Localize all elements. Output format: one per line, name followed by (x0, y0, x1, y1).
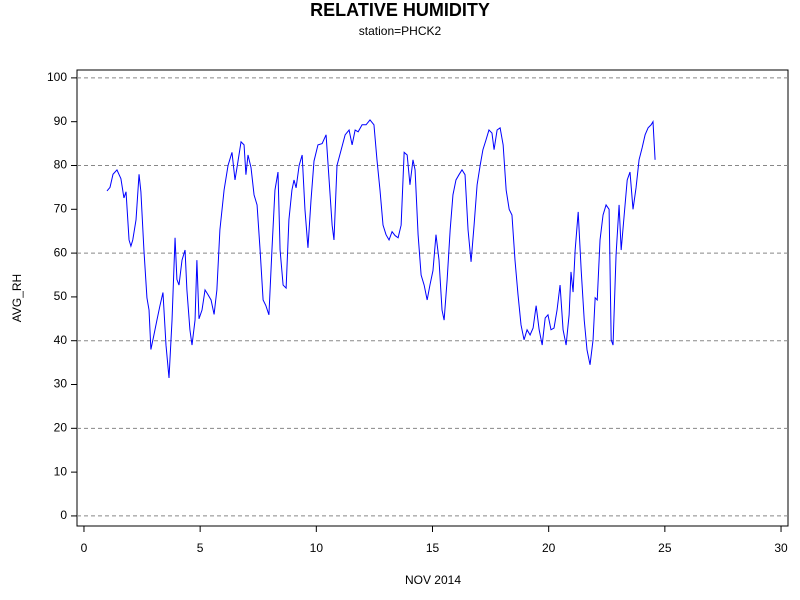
y-tick-label: 20 (54, 420, 68, 434)
data-line (106, 119, 656, 378)
x-tick-label: 15 (426, 541, 440, 555)
x-tick-label: 30 (774, 541, 788, 555)
y-tick-label: 50 (54, 289, 68, 303)
y-tick-label: 100 (47, 70, 67, 84)
y-tick-label: 90 (54, 114, 68, 128)
x-tick-label: 25 (658, 541, 672, 555)
x-axis-label: NOV 2014 (405, 573, 461, 587)
chart-subtitle: station=PHCK2 (359, 24, 442, 38)
x-tick-label: 5 (197, 541, 204, 555)
y-tick-label: 80 (54, 158, 68, 172)
y-tick-label: 30 (54, 377, 68, 391)
y-tick-label: 0 (60, 508, 67, 522)
y-tick-label: 60 (54, 245, 68, 259)
chart-title: RELATIVE HUMIDITY (310, 0, 490, 20)
plot-frame (76, 69, 789, 527)
y-axis-label: AVG_RH (10, 274, 24, 322)
y-tick-label: 40 (54, 333, 68, 347)
x-tick-label: 0 (81, 541, 88, 555)
x-tick-label: 10 (310, 541, 324, 555)
x-tick-label: 20 (542, 541, 556, 555)
y-tick-label: 70 (54, 201, 68, 215)
y-tick-label: 10 (54, 464, 68, 478)
